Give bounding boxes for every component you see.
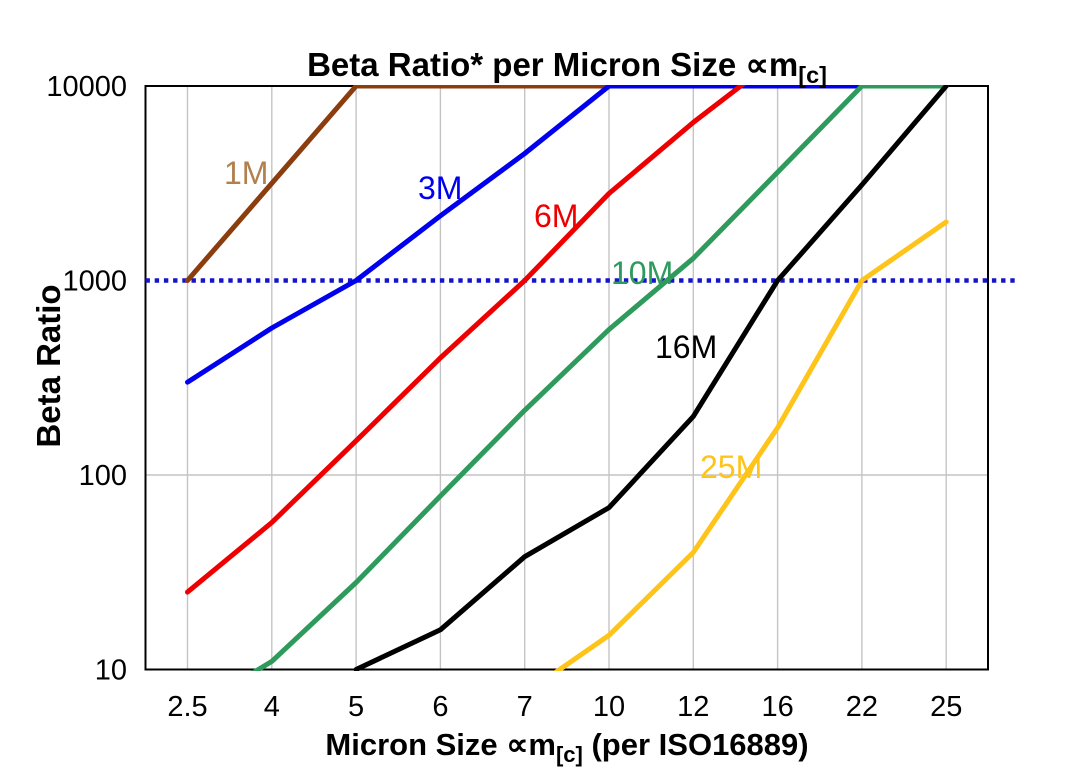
y-tick-label-10: 10 <box>95 655 127 687</box>
chart-title-text: Beta Ratio* per Micron Size ∝m <box>307 46 799 83</box>
series-group <box>185 85 949 671</box>
series-label-1M: 1M <box>224 155 268 191</box>
series-label-3M: 3M <box>418 170 462 206</box>
chart-title-subscript: [c] <box>798 62 827 89</box>
series-line-10M <box>251 85 949 671</box>
y-tick-label-1000: 1000 <box>62 266 127 298</box>
y-tick-label-10000: 10000 <box>46 71 127 103</box>
y-tick-label-100: 100 <box>79 460 127 492</box>
series-line-16M <box>353 85 949 671</box>
series-line-25M <box>553 219 949 671</box>
x-tick-label-10: 10 <box>593 691 625 723</box>
x-tick-label-12: 12 <box>677 691 709 723</box>
x-axis-title: Micron Size ∝m[c] (per ISO16889) <box>145 727 989 766</box>
series-label-6M: 6M <box>534 198 578 234</box>
x-tick-label-2.5: 2.5 <box>167 691 207 723</box>
chart-title: Beta Ratio* per Micron Size ∝m[c] <box>145 45 989 87</box>
x-tick-label-16: 16 <box>761 691 793 723</box>
x-tick-label-5: 5 <box>348 691 364 723</box>
series-line-3M <box>185 85 949 385</box>
x-tick-label-6: 6 <box>432 691 448 723</box>
series-label-16M: 16M <box>655 329 717 365</box>
x-axis-title-subscript: [c] <box>555 742 583 768</box>
x-tick-label-25: 25 <box>930 691 962 723</box>
x-tick-label-7: 7 <box>517 691 533 723</box>
series-label-25M: 25M <box>700 449 762 485</box>
series-line-6M <box>185 85 747 595</box>
x-axis-title-text: Micron Size ∝m <box>325 727 556 762</box>
x-tick-label-4: 4 <box>264 691 280 723</box>
series-label-10M: 10M <box>611 255 673 291</box>
y-axis-title: Beta Ratio <box>30 284 67 448</box>
x-axis-title-suffix: (per ISO16889) <box>582 727 809 762</box>
x-tick-label-22: 22 <box>846 691 878 723</box>
